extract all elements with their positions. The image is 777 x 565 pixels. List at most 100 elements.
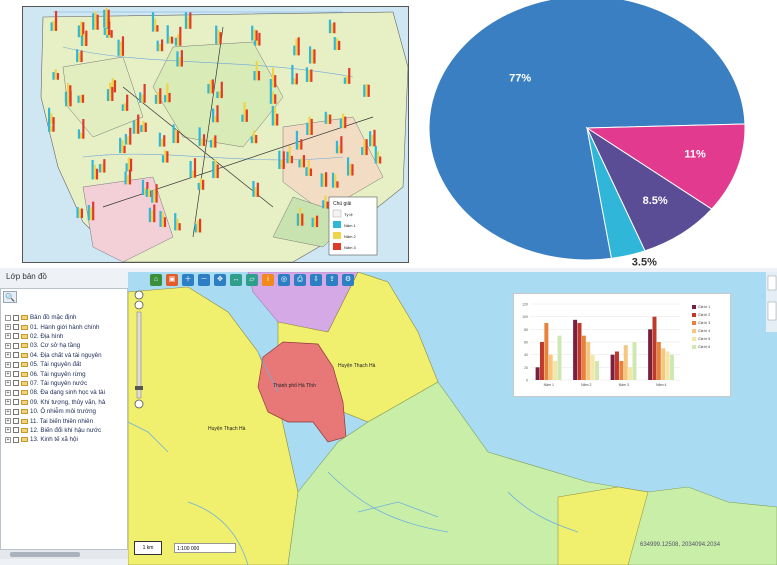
expand-toggle-icon[interactable]: +: [5, 324, 11, 331]
layer-checkbox[interactable]: [13, 408, 19, 415]
layer-checkbox[interactable]: [13, 436, 19, 443]
right-panel-edge[interactable]: [766, 272, 777, 332]
expand-toggle-icon[interactable]: +: [5, 342, 11, 349]
mini-bar: [151, 12, 155, 32]
layer-label: 05. Tài nguyên đất: [30, 361, 82, 369]
layer-checkbox[interactable]: [13, 333, 19, 340]
mini-bar: [121, 36, 125, 56]
zoom-track[interactable]: [136, 311, 142, 399]
layer-checkbox[interactable]: [13, 389, 19, 396]
layer-panel-scrollbar[interactable]: [0, 549, 128, 559]
layer-item[interactable]: +04. Địa chất và tài nguyên: [5, 351, 102, 360]
folder-icon: [21, 390, 28, 396]
layer-checkbox[interactable]: [13, 352, 19, 359]
home-icon[interactable]: ⌂: [150, 274, 162, 286]
panel-toggle-button-2[interactable]: [767, 301, 777, 321]
layer-item[interactable]: +13. Kinh tế xã hội: [5, 435, 78, 444]
district-southeast-yellow[interactable]: [557, 486, 649, 565]
mini-bar: [324, 111, 327, 124]
globe-icon[interactable]: ◎: [278, 274, 290, 286]
scale-select[interactable]: 1:100 000: [174, 543, 236, 553]
layer-checkbox[interactable]: [13, 427, 19, 434]
layer-item[interactable]: +09. Khí tượng, thủy văn, hả: [5, 398, 105, 407]
pan-icon[interactable]: ✥: [214, 274, 226, 286]
mini-bar: [163, 217, 167, 228]
expand-toggle-icon[interactable]: +: [5, 380, 11, 387]
mini-bar: [274, 94, 277, 104]
mini-bar: [329, 114, 332, 124]
layer-item[interactable]: +08. Đa dạng sinh học và tài: [5, 388, 105, 397]
mini-bar: [269, 78, 272, 88]
layer-item[interactable]: +10. Ô nhiễm môi trường: [5, 407, 96, 416]
layer-checkbox[interactable]: [13, 399, 19, 406]
layer-item[interactable]: +11. Tai biến thiên nhiên: [5, 416, 93, 425]
panel-toggle-button[interactable]: [767, 275, 777, 291]
mini-bar-symbol: [291, 64, 298, 85]
layer-checkbox[interactable]: [13, 342, 19, 349]
mini-bar: [81, 94, 85, 103]
expand-toggle-icon[interactable]: +: [5, 436, 11, 443]
legend-label-0: Tỷ lệ: [344, 212, 353, 217]
expand-toggle-icon[interactable]: +: [5, 333, 11, 340]
layer-checkbox[interactable]: [13, 361, 19, 368]
bar: [595, 361, 599, 380]
mini-bar: [154, 94, 158, 104]
mini-bar-symbol: [269, 87, 277, 104]
expand-toggle-icon[interactable]: +: [5, 399, 11, 406]
layer-item[interactable]: +01. Hành giới hành chính: [5, 322, 99, 331]
layer-checkbox[interactable]: [13, 418, 19, 425]
area-icon[interactable]: ▱: [246, 274, 258, 286]
scrollbar-thumb[interactable]: [10, 552, 80, 557]
expand-toggle-icon[interactable]: +: [5, 427, 11, 434]
zoom-in-icon[interactable]: ＋: [182, 274, 194, 286]
mini-bar-symbol: [298, 155, 306, 168]
expand-toggle-icon[interactable]: +: [5, 418, 11, 425]
export-icon[interactable]: ⇩: [310, 274, 322, 286]
mini-bar: [276, 113, 279, 126]
layer-checkbox[interactable]: [13, 371, 19, 378]
layer-checkbox[interactable]: [13, 380, 19, 387]
mini-bar: [214, 159, 217, 179]
layer-item[interactable]: +07. Tài nguyên nước: [5, 379, 87, 388]
measure-icon[interactable]: ↔: [230, 274, 242, 286]
city-district-red[interactable]: [257, 341, 347, 443]
mini-bar-symbol: [148, 204, 156, 223]
mini-bar: [117, 39, 120, 56]
mini-bar: [333, 22, 336, 34]
layer-item[interactable]: +03. Cơ sở hạ tầng: [5, 341, 80, 350]
zoom-slider[interactable]: [134, 290, 144, 410]
layer-checkbox[interactable]: [13, 324, 19, 331]
pan-up-icon[interactable]: [134, 290, 144, 300]
layer-item[interactable]: +05. Tài nguyên đất: [5, 360, 81, 369]
expand-toggle-icon[interactable]: +: [5, 352, 11, 359]
layer-checkbox[interactable]: [13, 314, 19, 321]
layer-item[interactable]: +02. Địa hình: [5, 332, 63, 341]
identify-icon[interactable]: i: [262, 274, 274, 286]
expand-toggle-icon[interactable]: [5, 314, 11, 321]
mini-bar: [295, 73, 298, 85]
settings-icon[interactable]: ⚙: [342, 274, 354, 286]
search-icon[interactable]: 🔍: [3, 291, 17, 303]
layer-item[interactable]: +06. Tài nguyên rừng: [5, 369, 86, 378]
expand-toggle-icon[interactable]: +: [5, 408, 11, 415]
mini-bar: [50, 22, 53, 31]
mini-bar: [146, 181, 149, 195]
mini-bar-symbol: [320, 172, 328, 187]
zoom-plus-icon[interactable]: [134, 300, 144, 310]
layer-icon[interactable]: ▣: [166, 274, 178, 286]
mini-bar: [301, 213, 304, 226]
expand-toggle-icon[interactable]: +: [5, 361, 11, 368]
layer-item[interactable]: Bản đồ mặc định: [5, 313, 76, 322]
layer-item[interactable]: +12. Biến đổi khí hậu nước: [5, 426, 101, 435]
legend-swatch: [692, 313, 696, 317]
mini-bar: [335, 38, 339, 51]
zoom-thumb[interactable]: [135, 386, 143, 390]
zoom-minus-icon[interactable]: [134, 399, 144, 409]
mini-bar: [139, 92, 142, 103]
print-icon[interactable]: ⎙: [294, 274, 306, 286]
share-icon[interactable]: ⇪: [326, 274, 338, 286]
mini-bar-symbol: [103, 7, 110, 28]
expand-toggle-icon[interactable]: +: [5, 389, 11, 396]
expand-toggle-icon[interactable]: +: [5, 371, 11, 378]
zoom-out-icon[interactable]: －: [198, 274, 210, 286]
